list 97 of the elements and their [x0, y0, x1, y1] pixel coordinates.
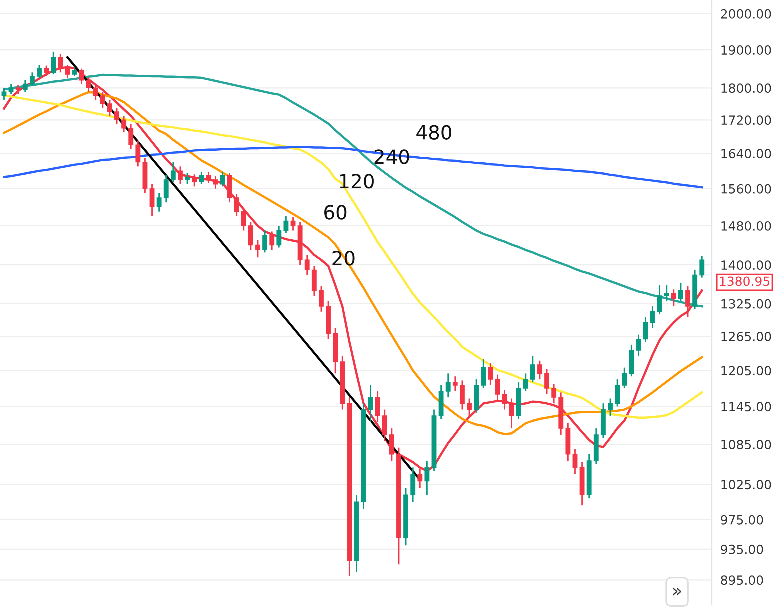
series-label: 120	[340, 174, 374, 189]
candlestick	[178, 166, 183, 186]
y-tick-label: 1145.00	[722, 402, 772, 412]
y-tick-label: 975.00	[721, 515, 764, 525]
candlestick	[481, 358, 486, 390]
candlestick	[108, 99, 112, 117]
candlestick	[410, 467, 416, 503]
y-tick-label: 1480.00	[722, 221, 772, 231]
candlestick	[424, 460, 430, 496]
candlestick	[389, 428, 394, 462]
candlestick	[382, 409, 388, 442]
y-tick-label: 1400.00	[722, 260, 772, 270]
candlestick	[460, 380, 465, 410]
candlestick	[51, 51, 56, 76]
candlestick	[671, 288, 676, 308]
y-tick-label: 895.00	[721, 576, 764, 586]
candlestick	[270, 231, 275, 251]
candlestick	[686, 286, 690, 318]
candlestick	[30, 72, 35, 87]
candlestick	[227, 172, 232, 204]
candlestick	[488, 362, 494, 386]
candlestick	[650, 306, 656, 329]
candlestick	[262, 230, 268, 254]
candlestick	[164, 174, 169, 204]
candlestick	[452, 376, 458, 392]
y-tick-label: 1085.00	[722, 440, 772, 450]
line-series	[3, 146, 704, 189]
series-label: 60	[324, 205, 347, 220]
candlestick	[572, 448, 578, 476]
candlestick	[509, 398, 514, 430]
candlestick	[72, 66, 78, 78]
candlestick	[523, 372, 528, 392]
candlestick	[629, 344, 634, 378]
candlestick	[700, 255, 705, 278]
y-tick-label: 1265.00	[722, 332, 772, 342]
candlestick	[446, 372, 451, 398]
candlestick	[467, 398, 472, 417]
candlestick	[312, 265, 317, 297]
candlestick	[136, 140, 141, 168]
candlestick	[375, 390, 380, 423]
candlestick	[199, 171, 204, 186]
candlestick	[170, 162, 176, 183]
candlestick	[495, 374, 500, 402]
candlestick	[657, 284, 662, 316]
y-tick-label: 1205.00	[722, 366, 772, 376]
candlestick	[615, 378, 620, 408]
y-tick-label: 935.00	[721, 544, 764, 554]
candlestick	[122, 115, 127, 134]
y-tick-label: 2000.00	[721, 9, 772, 19]
candlestick	[368, 384, 374, 423]
y-tick-label: 1800.00	[722, 84, 772, 94]
y-tick-label: 1560.00	[722, 184, 772, 194]
candlestick	[8, 84, 14, 95]
candlestick	[256, 240, 260, 258]
candlestick	[530, 356, 536, 384]
candlestick	[608, 398, 613, 417]
candlestick	[622, 367, 628, 390]
candlestick	[276, 225, 282, 248]
candlestick	[213, 176, 218, 190]
y-tick-label: 1720.00	[722, 116, 772, 126]
y-tick-label: 1900.00	[722, 46, 772, 55]
text: 1380.95	[720, 276, 770, 286]
candlestick	[664, 284, 670, 302]
candlestick	[241, 207, 246, 232]
candlestick	[290, 216, 296, 232]
candlestick	[37, 64, 42, 80]
candlestick	[156, 192, 162, 213]
annotation: »	[673, 588, 682, 596]
series-label: 480	[416, 125, 452, 140]
candlestick	[150, 184, 155, 218]
candlestick	[86, 76, 92, 93]
candlestick	[284, 216, 289, 234]
y-tick-label: 1640.00	[722, 149, 772, 159]
candlestick	[643, 316, 648, 343]
candlestick	[114, 107, 120, 125]
candlestick	[234, 194, 240, 218]
candlestick	[502, 390, 508, 410]
candlestick	[16, 84, 21, 95]
candlestick	[100, 91, 106, 109]
candlestick	[552, 384, 557, 404]
candlestick	[318, 286, 324, 313]
candlestick	[128, 124, 134, 150]
y-tick-label: 1325.00	[722, 299, 772, 309]
candlestick	[678, 282, 684, 302]
candlestick	[22, 80, 28, 93]
candlestick	[192, 174, 198, 188]
candlestick	[93, 84, 98, 101]
candlestick	[185, 172, 190, 186]
candlestick	[544, 368, 550, 396]
candlestick	[304, 254, 310, 276]
candlestick	[206, 172, 212, 184]
candlestick	[2, 87, 7, 101]
candlestick	[220, 171, 226, 188]
candlestick	[248, 221, 254, 251]
y-tick-label: 1025.00	[722, 480, 772, 490]
candlestick	[636, 334, 642, 357]
candlestick	[538, 360, 542, 380]
